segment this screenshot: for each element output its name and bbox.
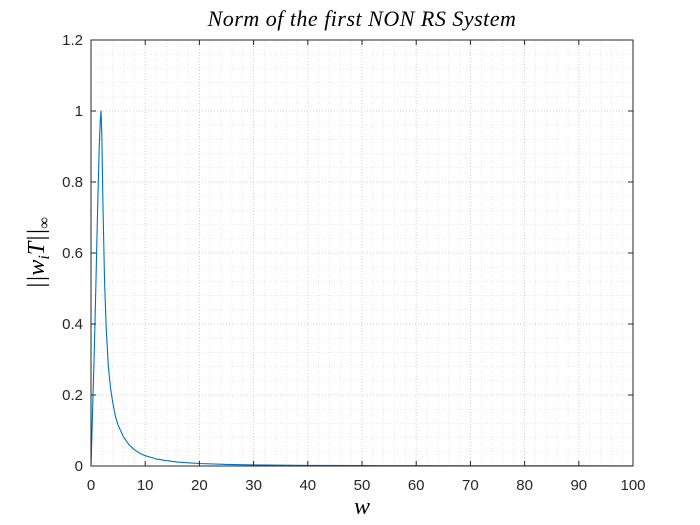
y-axis-label: ||wiT||∞ xyxy=(24,217,53,289)
x-axis-label: w xyxy=(354,494,370,520)
chart-title: Norm of the first NON RS System xyxy=(207,6,517,31)
y-axis-label-sub-inf: ∞ xyxy=(36,217,53,228)
x-tick-label: 100 xyxy=(620,477,645,494)
svg-text:||wiT||∞: ||wiT||∞ xyxy=(24,217,53,289)
y-axis-label-norm-close: || xyxy=(24,229,50,242)
y-tick-label: 0.8 xyxy=(62,174,83,191)
x-tick-label: 0 xyxy=(87,477,95,494)
y-tick-label: 0.4 xyxy=(62,316,83,333)
x-tick-label: 50 xyxy=(354,477,371,494)
y-tick-label: 1 xyxy=(75,103,83,120)
x-tick-label: 70 xyxy=(462,477,479,494)
x-tick-label: 30 xyxy=(245,477,262,494)
x-tick-label: 20 xyxy=(191,477,208,494)
y-tick-label: 1.2 xyxy=(62,32,83,49)
x-tick-label: 60 xyxy=(408,477,425,494)
y-axis-label-w: w xyxy=(24,260,50,276)
y-axis-label-T: T xyxy=(24,240,50,255)
x-tick-label: 40 xyxy=(299,477,316,494)
y-axis-label-norm-open: || xyxy=(24,276,50,289)
x-tick-labels: 0 10 20 30 40 50 60 70 80 90 100 xyxy=(87,477,646,494)
axis-ticks xyxy=(90,39,634,467)
y-tick-label: 0 xyxy=(75,458,83,475)
y-axis-label-sub-i: i xyxy=(36,255,53,259)
x-tick-label: 90 xyxy=(570,477,587,494)
y-tick-labels: 0 0.2 0.4 0.6 0.8 1 1.2 xyxy=(62,32,83,475)
y-tick-label: 0.6 xyxy=(62,245,83,262)
major-grid xyxy=(90,39,634,467)
x-tick-label: 10 xyxy=(137,477,154,494)
y-tick-label: 0.2 xyxy=(62,387,83,404)
x-tick-label: 80 xyxy=(516,477,533,494)
